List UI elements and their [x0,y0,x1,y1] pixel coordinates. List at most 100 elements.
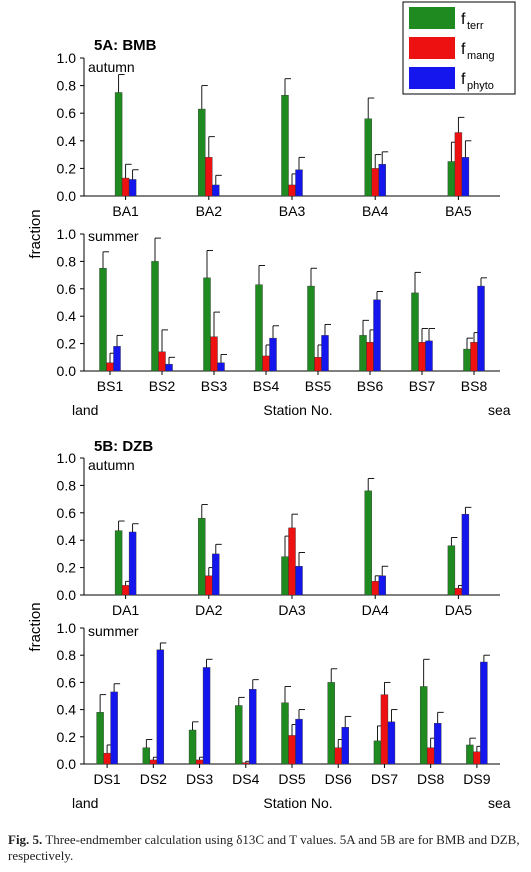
y-tick-label: 0.4 [57,308,77,324]
y-axis-label: fraction [27,209,44,258]
x-tick-label: BS8 [461,378,488,394]
x-tick-label: DS3 [186,771,213,787]
legend-label-subscript: mang [467,50,495,62]
x-tick-label: DS6 [325,771,352,787]
legend-label-symbol: f [461,41,466,58]
bar-fmang [121,177,130,197]
bar-fmang [473,751,481,765]
y-tick-label: 0.0 [57,363,77,379]
bar-fterr [411,292,419,372]
bar-fphyto [110,691,118,765]
panel-subtitle: autumn [88,59,135,75]
bar-fterr [114,530,123,596]
legend-label-subscript: phyto [467,80,494,92]
bar-fphyto [461,513,470,596]
legend-label-symbol: f [461,11,466,28]
bar-fphyto [373,299,381,372]
x-tick-label: DA2 [195,602,222,618]
bar-fterr [255,284,263,372]
bar-fphyto [461,157,470,197]
bar-fphyto [378,575,386,596]
bar-fphyto [477,285,485,372]
x-axis-label: Station No. [263,402,332,418]
bar-fmang [371,168,379,197]
x-tick-label: DS8 [417,771,444,787]
bar-fmang [380,694,389,765]
x-tick-label: BS1 [97,378,124,394]
bar-fphyto [425,340,433,372]
bar-fterr [235,705,243,765]
y-tick-label: 0.6 [57,505,77,521]
bar-fmang [205,575,213,596]
x-tick-label: BA3 [279,203,306,219]
bar-fmang [426,747,435,765]
bar-fphyto [295,566,303,596]
legend-swatch [409,7,455,29]
bar-fmang [103,752,111,765]
bar-fphyto [269,337,277,372]
bar-fphyto [387,721,396,765]
bar-fphyto [295,169,303,197]
y-tick-label: 0.0 [57,587,77,603]
x-tick-label: BS6 [357,378,384,394]
bar-fmang [210,336,218,372]
bar-fmang [149,759,158,765]
bar-fmang [262,355,270,372]
y-tick-label: 0.4 [57,702,77,718]
bar-fmang [454,587,463,596]
y-tick-label: 0.2 [57,160,77,176]
y-tick-label: 0.0 [57,188,77,204]
y-tick-label: 0.6 [57,105,77,121]
y-tick-label: 1.0 [57,226,77,242]
x-tick-label: BA5 [445,203,472,219]
bar-fterr [198,108,206,197]
x-tick-label: DS9 [463,771,490,787]
y-tick-label: 0.8 [57,253,77,269]
bar-fmang [470,342,478,372]
sea-label: sea [488,402,511,418]
x-tick-label: BA2 [196,203,223,219]
bar-fphyto [433,723,442,765]
x-tick-label: DS2 [140,771,167,787]
x-tick-label: BS4 [253,378,280,394]
x-tick-label: BS7 [409,378,436,394]
bar-fphyto [295,718,303,765]
y-tick-label: 0.6 [57,674,77,690]
bar-fmang [195,759,204,765]
x-tick-label: DS5 [278,771,305,787]
y-tick-label: 0.0 [57,756,77,772]
y-tick-label: 0.4 [57,133,77,149]
bar-fterr [466,744,474,765]
bar-fmang [366,342,374,372]
legend-swatch [409,67,455,89]
figure-5: 0.0 0.2 0.4 0.6 0.8 1.0 5A: BMB autumn BA1 BA2 BA3… [27,1,516,811]
land-label: land [72,795,98,811]
x-tick-label: DS7 [371,771,398,787]
panel-title: 5B: DZB [94,438,153,455]
bar-fterr [447,161,456,197]
bar-fterr [364,490,372,596]
bar-fphyto [341,727,349,765]
bar-fterr [327,682,335,765]
bar-fterr [281,556,289,596]
y-tick-label: 0.8 [57,78,77,94]
bar-fmang [205,157,213,197]
x-tick-label: BS2 [149,378,176,394]
y-tick-label: 0.8 [57,477,77,493]
x-tick-label: DA5 [445,602,472,618]
bar-fphyto [249,689,257,765]
bar-fterr [364,118,372,197]
bar-fphyto [113,346,121,372]
x-tick-label: DS4 [232,771,259,787]
bar-fterr [151,261,159,372]
x-tick-label: BA1 [112,203,139,219]
bar-fphyto [165,363,173,372]
y-tick-label: 1.0 [57,50,77,66]
bar-fmang [454,132,463,197]
bar-fphyto [480,661,488,765]
caption-label: Fig. 5. [8,832,43,847]
bar-fterr [281,95,289,197]
bar-fmang [288,527,296,596]
bar-fterr [419,686,428,765]
bar-fphyto [128,179,137,197]
